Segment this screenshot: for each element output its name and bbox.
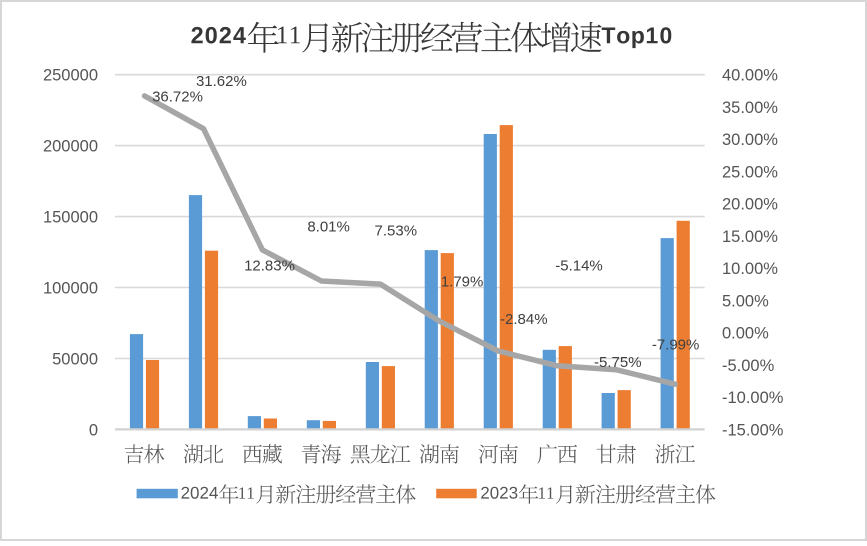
svg-text:-5.14%: -5.14% [555,257,603,274]
svg-text:1.79%: 1.79% [441,274,484,291]
svg-text:8.01%: 8.01% [307,219,350,236]
svg-text:40.00%: 40.00% [722,67,778,85]
svg-text:-2.84%: -2.84% [500,311,548,328]
svg-text:-5.00%: -5.00% [722,357,775,375]
svg-text:100000: 100000 [43,279,98,297]
svg-text:0.00%: 0.00% [722,325,769,343]
svg-text:15.00%: 15.00% [722,228,778,246]
svg-text:50000: 50000 [52,350,98,368]
svg-text:10.00%: 10.00% [722,260,778,278]
svg-text:-7.99%: -7.99% [652,336,700,353]
svg-text:7.53%: 7.53% [375,222,418,239]
svg-text:35.00%: 35.00% [722,99,778,117]
svg-text:31.62%: 31.62% [196,73,247,90]
svg-text:0: 0 [89,421,98,439]
svg-text:30.00%: 30.00% [722,131,778,149]
svg-text:5.00%: 5.00% [722,292,769,310]
svg-text:200000: 200000 [43,138,98,156]
svg-text:20.00%: 20.00% [722,196,778,214]
svg-text:-10.00%: -10.00% [722,389,784,407]
svg-text:250000: 250000 [43,67,98,85]
svg-text:12.83%: 12.83% [244,258,295,275]
svg-text:36.72%: 36.72% [152,89,203,106]
svg-text:-5.75%: -5.75% [594,354,642,371]
svg-text:25.00%: 25.00% [722,163,778,181]
svg-text:150000: 150000 [43,209,98,227]
svg-text:-15.00%: -15.00% [722,421,784,439]
